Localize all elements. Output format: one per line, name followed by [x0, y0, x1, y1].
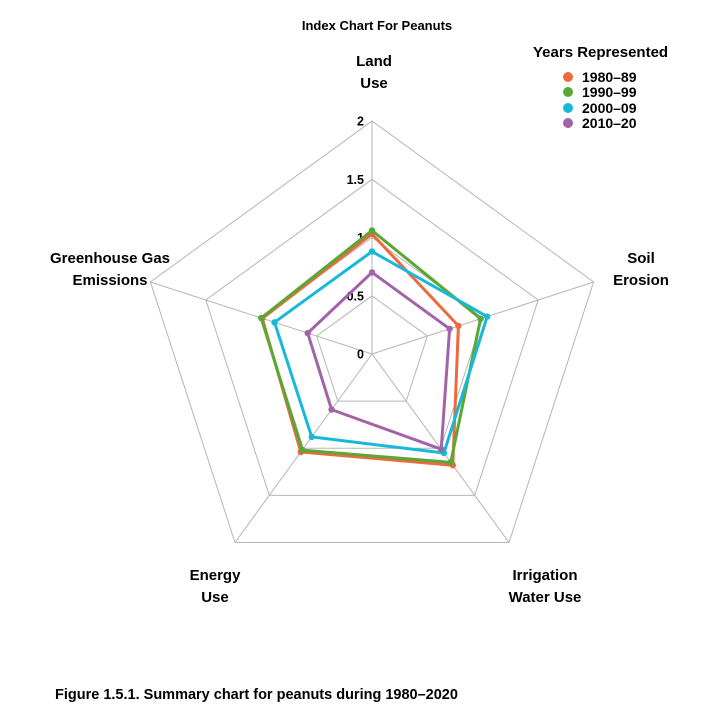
- axis-label-line: Water Use: [508, 589, 582, 606]
- legend-title: Years Represented: [533, 44, 669, 61]
- axis-label-line: Emissions: [72, 272, 148, 289]
- series-marker: [484, 313, 491, 320]
- axis-label-line: Energy: [189, 567, 241, 584]
- legend-item-label: 1980–89: [582, 68, 637, 85]
- figure-caption: Figure 1.5.1. Summary chart for peanuts …: [55, 687, 458, 703]
- axis-label-land-use: Land Use: [356, 51, 392, 95]
- legend-item-1980-89: 1980–89: [563, 69, 668, 85]
- axis-label-line: Land: [356, 53, 392, 70]
- legend-item-2000-09: 2000–09: [563, 100, 668, 116]
- legend-dot-icon: [563, 87, 573, 98]
- series-marker: [299, 446, 306, 454]
- series-2010–20: [304, 269, 453, 453]
- legend-item-label: 2000–09: [582, 99, 637, 116]
- grid-pentagon: [205, 178, 539, 496]
- legend-dot-icon: [563, 71, 573, 82]
- series-marker: [368, 227, 376, 234]
- tick-label: 2: [357, 115, 364, 129]
- tick-label: 1.5: [347, 173, 364, 187]
- series-marker: [477, 315, 484, 322]
- axis-label-soil-erosion: Soil Erosion: [613, 248, 669, 292]
- tick-label: 0: [357, 348, 364, 362]
- axis-label-line: Greenhouse Gas: [49, 250, 171, 267]
- axis-label-irrigation-water-use: Irrigation Water Use: [509, 565, 582, 609]
- series-polygon: [306, 270, 452, 451]
- series-marker: [308, 433, 315, 441]
- series-marker: [447, 459, 454, 466]
- chart-title: Index Chart For Peanuts: [301, 18, 453, 33]
- series-marker: [368, 248, 376, 255]
- series-marker: [446, 325, 453, 332]
- legend-dot-icon: [563, 102, 573, 113]
- legend-item-2010-20: 2010–20: [563, 115, 668, 132]
- series-polygon: [273, 250, 489, 455]
- grid-pentagon: [316, 295, 428, 402]
- axis-label-energy-use: Energy Use: [190, 565, 241, 609]
- legend-item-1990-99: 1990–99: [563, 84, 668, 101]
- series-marker: [304, 329, 311, 337]
- tick-label: 0.5: [347, 289, 364, 303]
- axis-label-line: Irrigation: [512, 567, 578, 584]
- axis-label-line: Soil: [627, 250, 655, 267]
- axis-label-line: Use: [201, 589, 229, 606]
- series-2000–09: [271, 248, 491, 457]
- series-marker: [368, 269, 376, 276]
- series-marker: [328, 406, 335, 413]
- series-marker: [258, 314, 265, 322]
- legend: Years Represented 1980–89 1990–99 2000–0…: [533, 44, 668, 131]
- series-marker: [271, 319, 278, 326]
- legend-dot-icon: [563, 118, 573, 129]
- series-marker: [455, 322, 462, 330]
- legend-item-label: 2010–20: [582, 115, 637, 132]
- grid-pentagon: [149, 120, 595, 543]
- axis-label-line: Erosion: [613, 272, 669, 289]
- axis-label-line: Use: [360, 75, 388, 92]
- legend-item-label: 1990–99: [582, 84, 637, 101]
- axis-label-greenhouse-gas-emissions: Greenhouse Gas Emissions: [50, 248, 170, 292]
- series-marker: [438, 446, 445, 453]
